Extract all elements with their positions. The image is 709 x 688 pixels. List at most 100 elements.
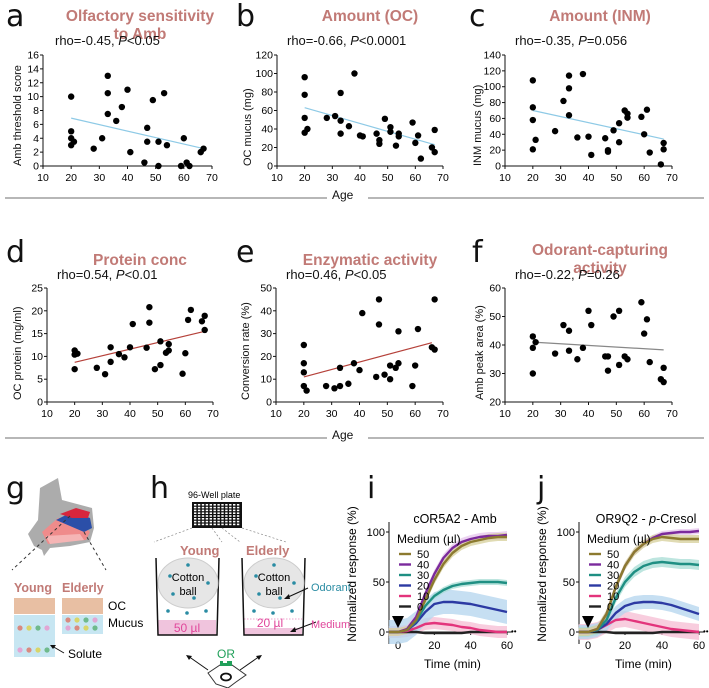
panel-h-schematic: 96-Well plate Young Elderly Cotton ball … (153, 490, 351, 688)
data-point (71, 347, 78, 354)
error-band-0 (578, 631, 699, 634)
solute-dot (74, 617, 80, 623)
data-point (409, 119, 416, 126)
young-ball-label: ball (179, 586, 196, 598)
data-point (107, 344, 114, 351)
data-point (585, 133, 592, 140)
panel-letter-b: b (236, 0, 256, 34)
data-point (113, 117, 120, 125)
solute-dot (92, 617, 98, 623)
data-point (301, 129, 308, 136)
y-tick-label: 60 (261, 105, 273, 117)
data-point (604, 146, 612, 154)
chart-title-line: Enzymatic activity (302, 252, 438, 269)
odorant-label: Odorant (311, 582, 351, 594)
odorant-dot (185, 611, 189, 615)
young-volume-label: 50 µl (174, 621, 200, 635)
data-point (660, 139, 667, 147)
plate-well (194, 518, 197, 520)
series-line-20 (578, 600, 700, 634)
legend-label: 10 (417, 591, 429, 603)
x-tick-label: 10 (499, 172, 511, 184)
x-tick-label: 20 (65, 172, 77, 184)
data-point (336, 382, 344, 390)
data-point (163, 141, 171, 149)
medium-label: Medium (311, 619, 350, 631)
y-tick-label: 80 (261, 87, 273, 99)
cell-arrow-right (239, 655, 261, 671)
error-band-40 (578, 528, 699, 635)
plate-well (229, 512, 232, 514)
x-tick-label: 40 (583, 408, 595, 420)
x-tick-label: 40 (465, 640, 477, 652)
rho-value: rho=-0.66, (287, 33, 351, 48)
plate-well (217, 523, 220, 526)
x-tick-label: 30 (93, 172, 105, 184)
data-point (182, 350, 189, 357)
y-axis-label-c: INM mucus (mg) (472, 84, 484, 166)
data-point (303, 387, 310, 394)
data-point (70, 138, 78, 145)
title-italic: p (648, 512, 656, 526)
data-point (67, 93, 75, 100)
data-point (155, 162, 162, 170)
elderly-cotton-label: Cotton (258, 572, 290, 584)
plate-well (213, 512, 216, 514)
data-point (409, 382, 416, 390)
odorant-dot (278, 596, 282, 600)
x-tick-label: 50 (610, 172, 622, 184)
plate-well (201, 515, 205, 517)
p-label: P (350, 33, 359, 48)
data-point (386, 362, 394, 369)
panel-g-schematic: Young Elderly OC Mucus Solute (11, 478, 143, 661)
data-point (187, 306, 195, 314)
data-point (615, 361, 623, 369)
data-point (155, 138, 162, 145)
y-tick-label: 50 (260, 283, 272, 295)
data-point (184, 316, 192, 324)
h-elderly-label: Elderly (246, 543, 290, 558)
data-point (104, 89, 111, 97)
legend-label: 20 (417, 581, 429, 593)
y-tick-label: 140 (483, 50, 501, 62)
data-point (67, 141, 75, 149)
data-point (345, 380, 352, 387)
plate-well (213, 518, 216, 520)
odorant-dot (192, 596, 196, 600)
chart-title-line: Protein conc (93, 252, 187, 269)
y-tick-label: 0 (37, 397, 43, 409)
data-point (643, 316, 651, 323)
odorant-dots (166, 563, 296, 615)
axis-break-dots: •• (511, 627, 517, 636)
chart-title-j: OR9Q2 - p-Cresol (596, 512, 697, 526)
plate-well (225, 523, 228, 526)
elderly-well (241, 557, 306, 636)
y-tick-label: 16 (27, 50, 39, 62)
solute-dot (92, 625, 98, 631)
plate-well (194, 520, 197, 523)
plate-well (205, 520, 209, 523)
data-point (351, 70, 358, 77)
series-line-0 (578, 630, 699, 635)
data-point (381, 115, 389, 123)
error-band-10 (578, 611, 699, 640)
y-tick-label: 10 (27, 91, 39, 103)
data-point (657, 161, 665, 168)
solute-dot (17, 647, 23, 653)
y-axis-label-f: Amb peak area (%) (474, 305, 486, 400)
plate-well (217, 512, 220, 514)
plate-well (194, 515, 197, 517)
title-prefix: OR9Q2 - (596, 512, 650, 526)
data-point (165, 347, 172, 354)
odorant-dot (257, 592, 261, 596)
p-label: P (578, 33, 587, 48)
g-elderly-oc-layer (62, 598, 103, 614)
x-tick-label: 20 (428, 640, 440, 652)
data-point (162, 349, 170, 356)
plate-well (229, 506, 232, 509)
data-point (588, 321, 595, 329)
plate-well (217, 518, 220, 520)
plate-well (194, 506, 197, 509)
data-point (638, 299, 645, 306)
medium-arrow-head (290, 627, 296, 632)
